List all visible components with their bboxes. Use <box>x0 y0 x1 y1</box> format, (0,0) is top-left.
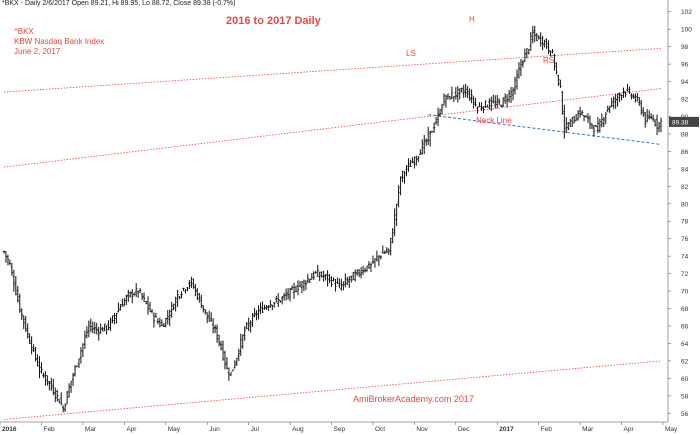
y-tick-label: 80 <box>681 201 689 208</box>
neck-line-label: Neck Line <box>476 116 512 125</box>
y-tick-label: 64 <box>681 341 689 348</box>
index-name-label: KBW Nasdaq Bank Index <box>14 37 105 46</box>
x-tick-label: Feb <box>541 426 553 433</box>
trendlines <box>3 47 662 420</box>
last-price-tag-label: 89.38 <box>672 119 689 126</box>
y-tick-label: 62 <box>681 358 689 365</box>
x-tick-label: Apr <box>126 426 137 433</box>
y-tick-label: 56 <box>681 411 689 418</box>
lower-channel-line <box>3 360 662 420</box>
x-tick-label: Sep <box>334 426 346 433</box>
chart-title: 2016 to 2017 Daily <box>226 15 321 27</box>
y-tick-label: 84 <box>681 166 689 173</box>
y-tick-label: 68 <box>681 306 689 313</box>
x-tick-label: Jul <box>251 426 260 433</box>
x-tick-label: Oct <box>375 426 385 433</box>
x-tick-label: Nov <box>416 426 428 433</box>
x-tick-label: Aug <box>292 426 304 433</box>
middle-channel-line <box>3 88 662 168</box>
x-tick-label: 2016 <box>2 426 17 433</box>
head-label: H <box>469 15 475 24</box>
price-bars <box>2 25 663 413</box>
y-tick-label: 102 <box>681 9 692 16</box>
left-shoulder-label: LS <box>406 49 416 58</box>
y-tick-label: 78 <box>681 219 689 226</box>
last-price-tag <box>669 116 699 127</box>
y-tick-label: 100 <box>681 27 692 34</box>
neck-line-line <box>428 114 662 145</box>
x-tick-label: Mar <box>85 426 97 433</box>
y-tick-label: 76 <box>681 236 689 243</box>
y-tick-label: 94 <box>681 79 689 86</box>
chart-header: *BKX - Daily 2/6/2017 Open 89.21, Hi 89.… <box>2 0 236 7</box>
y-tick-label: 74 <box>681 254 689 261</box>
y-tick-label: 96 <box>681 62 689 69</box>
x-tick-label: May <box>665 426 678 433</box>
y-tick-label: 70 <box>681 289 689 296</box>
plot-area <box>0 0 668 422</box>
y-tick-label: 58 <box>681 393 689 400</box>
y-tick-label: 98 <box>681 44 689 51</box>
x-tick-label: Apr <box>624 426 635 433</box>
y-tick-label: 88 <box>681 131 689 138</box>
x-tick-label: Mar <box>582 426 594 433</box>
x-tick-label: 2017 <box>499 426 514 433</box>
x-tick-label: May <box>168 426 181 433</box>
date-label: June 2, 2017 <box>14 47 61 56</box>
x-tick-label: Dec <box>458 426 470 433</box>
y-tick-label: 72 <box>681 271 689 278</box>
y-tick-label: 86 <box>681 149 689 156</box>
y-tick-label: 82 <box>681 184 689 191</box>
symbol-label: ^BKX <box>14 27 34 36</box>
x-tick-label: Feb <box>43 426 55 433</box>
watermark: AmiBrokerAcademy.com 2017 <box>353 394 474 404</box>
y-tick-label: 66 <box>681 323 689 330</box>
right-shoulder-label: RS <box>543 56 555 65</box>
y-tick-label: 92 <box>681 97 689 104</box>
y-tick-label: 60 <box>681 376 689 383</box>
x-tick-label: Jun <box>209 426 220 433</box>
